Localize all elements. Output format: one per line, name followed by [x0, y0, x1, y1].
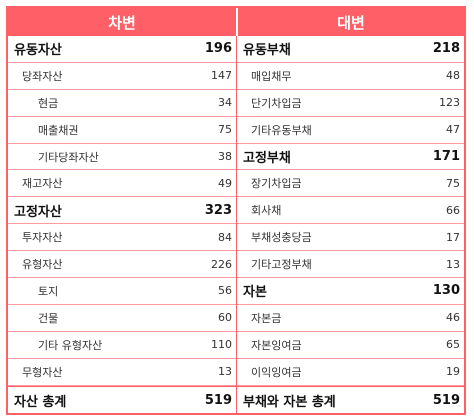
credit-row-value: 75 — [446, 176, 460, 190]
debit-row: 당좌자산 147 — [8, 63, 236, 90]
credit-row-label: 자본 — [243, 285, 267, 301]
credit-row-value: 66 — [446, 203, 460, 217]
credit-row-value: 48 — [446, 69, 460, 83]
credit-row-value: 519 — [432, 392, 460, 408]
credit-row-label: 자본잉여금 — [251, 338, 302, 352]
credit-row-label: 장기차입금 — [251, 177, 302, 191]
debit-row-value: 110 — [211, 338, 232, 352]
credit-column: 유동부채 218 매입채무 48 단기차입금 123 기타유동부채 47 고정부채 171 장기차입… — [237, 36, 464, 414]
debit-row: 토지 56 — [8, 278, 236, 305]
debit-row-value: 147 — [211, 69, 232, 83]
debit-row-value: 60 — [218, 311, 232, 325]
debit-row-label: 건물 — [38, 311, 59, 325]
debit-header: 차변 — [8, 8, 236, 36]
credit-row: 기타고정부채 13 — [237, 251, 464, 279]
debit-row-value: 196 — [204, 41, 232, 57]
credit-row-value: 13 — [446, 257, 460, 271]
debit-row-label: 토지 — [38, 284, 59, 298]
debit-row-value: 56 — [218, 284, 232, 298]
credit-row: 유동부채 218 — [237, 36, 464, 63]
debit-row-label: 무형자산 — [22, 365, 63, 379]
credit-row: 부채성충당금 17 — [237, 224, 464, 252]
credit-row-label: 자본금 — [251, 311, 282, 325]
credit-row-value: 17 — [446, 230, 460, 244]
credit-row-value: 19 — [446, 365, 460, 379]
debit-row-label: 매출채권 — [38, 123, 79, 137]
debit-row: 자산 총계 519 — [8, 385, 236, 414]
debit-row: 재고자산 49 — [8, 170, 236, 198]
debit-row: 건물 60 — [8, 305, 236, 332]
credit-row: 이익잉여금 19 — [237, 359, 464, 386]
debit-row: 유동자산 196 — [8, 36, 236, 63]
debit-row: 기타 유형자산 110 — [8, 332, 236, 359]
debit-row-label: 유형자산 — [22, 258, 63, 272]
credit-row: 기타유동부채 47 — [237, 117, 464, 144]
credit-row-label: 기타유동부채 — [251, 123, 312, 137]
debit-row-label: 자산 총계 — [14, 394, 67, 410]
debit-row-label: 유동자산 — [14, 43, 62, 59]
debit-row-value: 49 — [218, 176, 232, 190]
credit-row-label: 부채성충당금 — [251, 231, 312, 245]
debit-column: 유동자산 196 당좌자산 147 현금 34 매출채권 75 기타당좌자산 38 재고자산 49 고정… — [8, 36, 236, 414]
debit-row-label: 재고자산 — [22, 177, 63, 191]
credit-row: 자본 130 — [237, 278, 464, 305]
credit-row-label: 회사채 — [251, 204, 282, 218]
debit-row-label: 당좌자산 — [22, 69, 63, 83]
credit-row-label: 유동부채 — [243, 43, 291, 59]
debit-row: 기타당좌자산 38 — [8, 144, 236, 171]
debit-row-label: 기타 유형자산 — [38, 338, 103, 352]
credit-row-label: 이익잉여금 — [251, 365, 302, 379]
credit-row-value: 65 — [446, 338, 460, 352]
credit-row-value: 123 — [439, 96, 460, 110]
credit-row-value: 171 — [432, 149, 460, 164]
debit-row-value: 38 — [218, 150, 232, 163]
credit-row: 매입채무 48 — [237, 63, 464, 90]
credit-row-label: 단기차입금 — [251, 96, 302, 110]
debit-row: 투자자산 84 — [8, 224, 236, 252]
debit-row: 무형자산 13 — [8, 359, 236, 386]
credit-row-value: 46 — [446, 311, 460, 325]
credit-header: 대변 — [238, 8, 464, 36]
debit-row-label: 고정자산 — [14, 204, 62, 220]
debit-row-value: 519 — [204, 392, 232, 408]
credit-row: 부채와 자본 총계 519 — [237, 385, 464, 414]
credit-row: 고정부채 171 — [237, 144, 464, 171]
debit-row: 매출채권 75 — [8, 117, 236, 144]
credit-row: 장기차입금 75 — [237, 170, 464, 198]
debit-row-label: 기타당좌자산 — [38, 150, 99, 164]
debit-row-value: 75 — [218, 123, 232, 137]
credit-row-label: 고정부채 — [243, 151, 291, 166]
credit-row: 자본잉여금 65 — [237, 332, 464, 359]
credit-row: 자본금 46 — [237, 305, 464, 332]
credit-row-label: 기타고정부채 — [251, 258, 312, 272]
balance-sheet-table: 차변 대변 유동자산 196 당좌자산 147 현금 34 매출채권 75 기타당좌자산 38 재고… — [6, 6, 466, 415]
credit-row-value: 130 — [432, 283, 460, 299]
credit-row-label: 부채와 자본 총계 — [243, 394, 336, 410]
credit-row-value: 218 — [432, 41, 460, 57]
debit-row: 현금 34 — [8, 90, 236, 117]
header-divider — [236, 8, 238, 36]
debit-row: 유형자산 226 — [8, 251, 236, 279]
debit-row: 고정자산 323 — [8, 197, 236, 225]
credit-row: 회사채 66 — [237, 197, 464, 225]
debit-row-value: 13 — [218, 365, 232, 379]
debit-row-value: 34 — [218, 96, 232, 110]
credit-row: 단기차입금 123 — [237, 90, 464, 117]
debit-row-label: 투자자산 — [22, 231, 63, 245]
debit-row-label: 현금 — [38, 96, 59, 110]
debit-row-value: 226 — [211, 257, 232, 271]
credit-row-value: 47 — [446, 123, 460, 137]
debit-row-value: 84 — [218, 230, 232, 244]
debit-row-value: 323 — [204, 202, 232, 218]
credit-row-label: 매입채무 — [251, 69, 292, 83]
column-divider — [236, 36, 237, 413]
